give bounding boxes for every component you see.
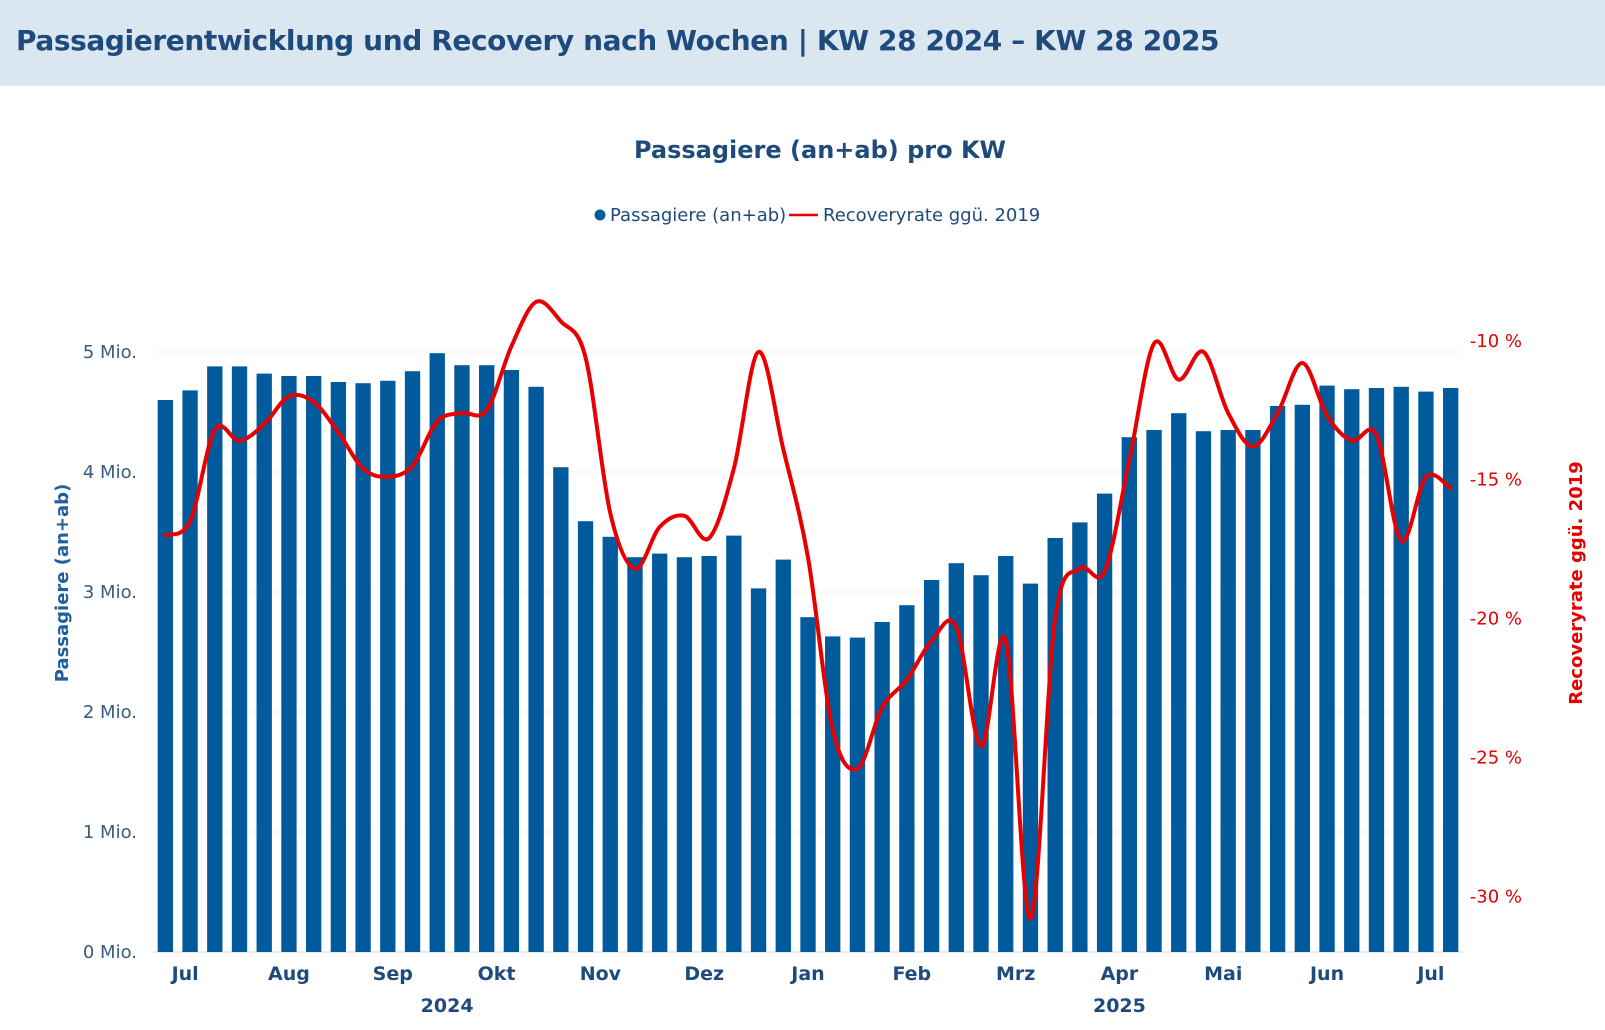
bar-week-15	[503, 370, 520, 952]
bar-week-24	[726, 535, 742, 952]
left-tick-label: 2 Mio.	[83, 702, 137, 723]
bar-week-1	[157, 400, 174, 952]
bar-week-9	[355, 383, 371, 952]
bar-week-50	[1368, 388, 1385, 952]
bar-week-42	[1171, 413, 1187, 952]
bar-series	[157, 353, 1459, 953]
right-axis-title: Recoveryrate ggü. 2019	[1566, 461, 1587, 705]
bar-week-40	[1121, 437, 1137, 952]
bar-week-30	[874, 622, 890, 952]
month-label: Okt	[478, 963, 516, 985]
bar-week-25	[750, 588, 767, 952]
bar-week-45	[1245, 430, 1261, 952]
month-label: Mai	[1204, 963, 1242, 985]
year-label: 2025	[1093, 995, 1146, 1017]
bar-week-12	[429, 353, 445, 952]
month-label: Nov	[580, 963, 622, 985]
bar-week-53	[1442, 388, 1459, 952]
bar-week-3	[207, 366, 223, 952]
legend-marker-bars	[594, 209, 606, 221]
left-axis-ticks: 0 Mio. 1 Mio. 2 Mio. 3 Mio. 4 Mio. 5 Mio.	[83, 342, 137, 963]
bar-week-27	[800, 617, 816, 952]
bar-week-44	[1220, 430, 1236, 952]
bar-week-51	[1393, 386, 1409, 952]
x-axis-ticks: Jul Aug Sep Okt Nov Dez Jan Feb Mrz Apr Mai Jun Jul 2…	[170, 963, 1445, 1017]
recovery-line	[163, 299, 1453, 921]
bar-week-32	[923, 580, 940, 952]
left-tick-label: 1 Mio.	[83, 822, 137, 843]
bar-week-16	[528, 386, 544, 952]
bar-week-7	[306, 376, 322, 952]
legend-label-line: Recoveryrate ggü. 2019	[823, 205, 1040, 226]
bar-week-47	[1294, 404, 1310, 952]
month-label: Jul	[1415, 963, 1444, 985]
month-label: Jun	[1308, 963, 1344, 985]
chart-legend: Passagiere (an+ab) Recoveryrate ggü. 201…	[594, 205, 1040, 226]
bar-week-48	[1319, 385, 1335, 953]
month-label: Feb	[892, 963, 931, 985]
month-label: Dez	[684, 963, 724, 985]
bar-week-20	[627, 557, 643, 952]
bar-week-31	[899, 605, 915, 952]
left-tick-label: 0 Mio.	[83, 942, 137, 963]
bar-week-17	[553, 467, 569, 952]
bar-week-34	[973, 575, 989, 952]
bar-week-10	[380, 380, 396, 952]
left-tick-label: 5 Mio.	[83, 342, 137, 363]
month-label: Jul	[170, 963, 199, 985]
bar-week-39	[1096, 493, 1113, 952]
bar-week-23	[701, 556, 717, 952]
month-label: Mrz	[996, 963, 1035, 985]
bar-week-41	[1146, 430, 1162, 952]
bar-week-49	[1344, 389, 1360, 952]
month-label: Apr	[1101, 963, 1139, 985]
bar-week-8	[330, 382, 347, 952]
bar-week-6	[281, 376, 297, 952]
left-axis-title: Passagiere (an+ab)	[52, 484, 73, 683]
bar-week-33	[948, 563, 964, 952]
bar-week-36	[1022, 583, 1039, 952]
month-label: Jan	[789, 963, 824, 985]
weekly-passengers-chart: Passagiere (an+ab) pro KW Passagiere (an…	[52, 136, 1587, 1017]
chart-title: Passagiere (an+ab) pro KW	[634, 136, 1006, 164]
bar-week-19	[602, 536, 618, 952]
left-tick-label: 4 Mio.	[83, 462, 137, 483]
bar-week-22	[676, 557, 693, 952]
bar-week-13	[454, 365, 470, 952]
bar-week-52	[1418, 391, 1434, 953]
right-tick-label: -10 %	[1470, 331, 1522, 352]
bar-week-46	[1269, 406, 1286, 952]
right-tick-label: -30 %	[1470, 886, 1522, 907]
recovery-line-series	[163, 299, 1453, 921]
bar-week-21	[652, 553, 668, 952]
bar-week-5	[256, 373, 272, 953]
right-tick-label: -15 %	[1470, 470, 1522, 491]
month-label: Aug	[268, 963, 310, 985]
bar-week-18	[577, 521, 594, 952]
bar-week-14	[479, 365, 495, 952]
legend-label-bars: Passagiere (an+ab)	[610, 205, 786, 226]
right-tick-label: -20 %	[1470, 609, 1522, 630]
bar-week-11	[404, 371, 421, 952]
right-tick-label: -25 %	[1470, 748, 1522, 769]
bar-week-26	[775, 559, 791, 952]
left-tick-label: 3 Mio.	[83, 582, 137, 603]
page-header: Passagierentwicklung und Recovery nach W…	[0, 0, 1605, 86]
bar-week-2	[182, 390, 198, 952]
year-label: 2024	[421, 995, 474, 1017]
bar-week-28	[825, 636, 841, 952]
month-label: Sep	[373, 963, 413, 985]
bar-week-4	[231, 366, 248, 952]
bar-week-37	[1047, 538, 1063, 952]
bar-week-43	[1195, 431, 1212, 952]
bar-week-29	[849, 637, 866, 952]
bar-week-38	[1072, 522, 1088, 952]
bar-week-35	[998, 556, 1014, 952]
page-title: Passagierentwicklung und Recovery nach W…	[16, 24, 1220, 57]
right-axis-ticks: -30 % -25 % -20 % -15 % -10 %	[1470, 331, 1522, 908]
